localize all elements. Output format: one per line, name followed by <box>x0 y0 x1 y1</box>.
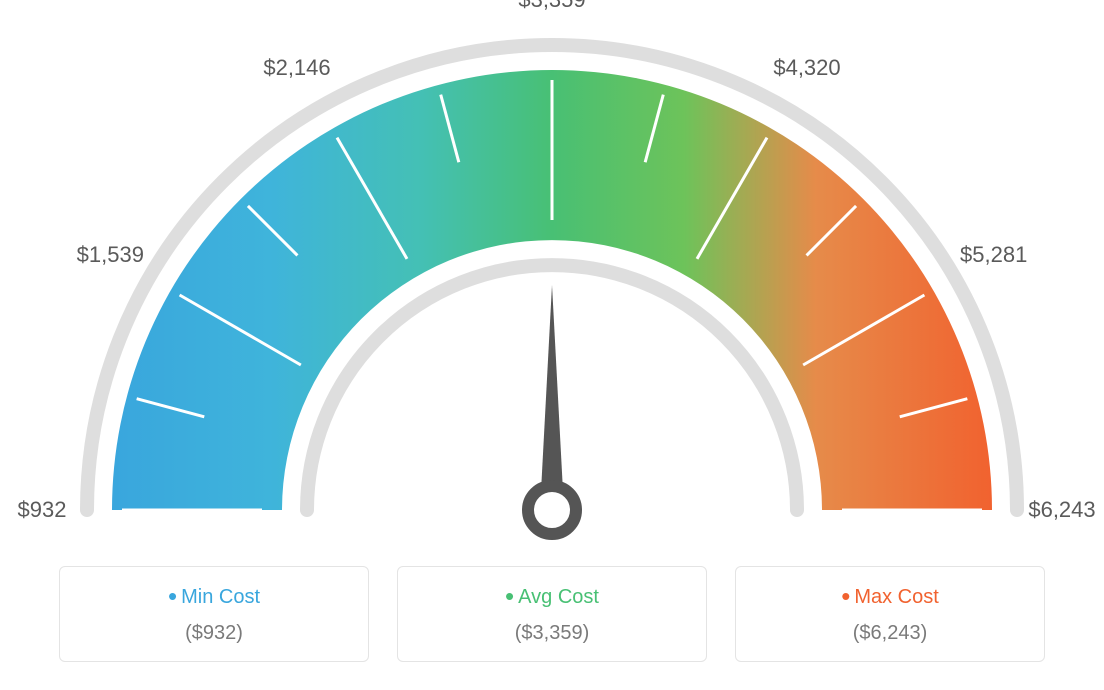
legend-title: •Min Cost <box>60 581 368 612</box>
legend-dot-icon: • <box>168 581 177 611</box>
legend-card: •Min Cost ($932) <box>59 566 369 662</box>
legend-title-text: Max Cost <box>854 586 938 608</box>
legend-title-text: Avg Cost <box>518 586 599 608</box>
gauge-tick-label: $3,359 <box>518 0 585 13</box>
legend-title: •Max Cost <box>736 581 1044 612</box>
gauge-tick-label: $4,320 <box>773 55 840 81</box>
gauge-tick-label: $5,281 <box>960 242 1027 268</box>
legend-value: ($3,359) <box>398 622 706 645</box>
gauge-tick-label: $6,243 <box>1028 497 1095 523</box>
gauge-tick-label: $1,539 <box>77 242 144 268</box>
gauge-tick-label: $2,146 <box>263 55 330 81</box>
legend-title-text: Min Cost <box>181 586 260 608</box>
legend-card: •Max Cost ($6,243) <box>735 566 1045 662</box>
legend-dot-icon: • <box>505 581 514 611</box>
gauge-chart: $932 $1,539 $2,146 $3,359 $4,320 $5,281 $6,243 <box>0 0 1104 560</box>
gauge-tick-label: $932 <box>18 497 67 523</box>
legend-title: •Avg Cost <box>398 581 706 612</box>
legend-value: ($932) <box>60 622 368 645</box>
legend-card: •Avg Cost ($3,359) <box>397 566 707 662</box>
gauge-svg <box>0 0 1104 560</box>
legend-dot-icon: • <box>841 581 850 611</box>
legend-row: •Min Cost($932)•Avg Cost($3,359)•Max Cos… <box>0 566 1104 662</box>
legend-value: ($6,243) <box>736 622 1044 645</box>
